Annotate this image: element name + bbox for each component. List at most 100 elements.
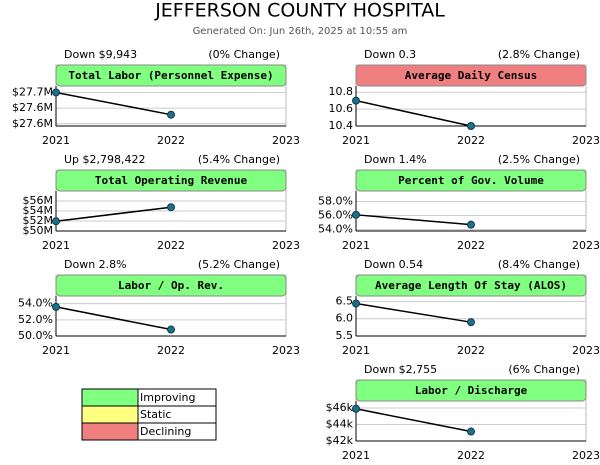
x-tick-label: 2023 [572,239,600,252]
summary: Down $2,755 [364,363,437,376]
point [352,210,360,219]
summary: Down 1.4% [364,153,427,166]
x-tick-label: 2021 [42,239,70,252]
point [167,203,175,212]
change: (0% Change) [208,48,280,61]
point [352,404,360,413]
summary: Down $9,943 [64,48,137,61]
change: (5.2% Change) [198,258,280,271]
legend-swatch [81,388,139,407]
y-tick-label: 10.8 [329,85,354,98]
line [355,408,472,433]
legend-label: Improving [140,391,195,404]
x-tick-label: 2022 [157,134,185,147]
legend-swatch [81,422,139,441]
x-tick-label: 2021 [42,134,70,147]
point [352,96,360,105]
summary: Down 2.8% [64,258,127,271]
y-tick-label: $54M [23,204,54,217]
change: (6% Change) [508,363,580,376]
chart-title: Percent of Gov. Volume [398,174,544,187]
y-tick-label: 58.0% [318,194,353,207]
y-tick-label: $27.6M [12,117,53,130]
line [55,206,172,222]
y-tick-label: $56M [23,194,54,207]
y-tick-label: $44k [326,417,354,430]
y-tick-label: 6.0 [336,312,354,325]
point [467,318,475,327]
y-tick-label: $52M [23,214,54,227]
summary: Down 0.54 [364,258,423,271]
summary: Up $2,798,422 [64,153,146,166]
y-tick-label: 5.5 [336,329,354,342]
line [55,91,172,116]
legend-label: Declining [140,425,191,438]
line [355,214,472,226]
chart-title-box [355,169,587,192]
x-tick-label: 2022 [157,344,185,357]
page-title: JEFFERSON COUNTY HOSPITAL [154,0,445,22]
chart-title: Total Operating Revenue [95,174,248,187]
chart-title-box [355,379,587,402]
point [467,427,475,436]
x-tick-label: 2022 [457,134,485,147]
line [355,302,472,323]
point [167,110,175,119]
legend-cell [137,422,217,441]
x-tick-label: 2023 [572,449,600,462]
y-tick-label: $50M [23,224,54,237]
chart-title: Average Daily Census [405,69,537,82]
x-tick-label: 2021 [342,449,370,462]
x-tick-label: 2023 [572,134,600,147]
x-tick-label: 2021 [342,134,370,147]
x-tick-label: 2022 [457,449,485,462]
change: (2.5% Change) [498,153,580,166]
chart-title: Labor / Op. Rev. [118,279,224,292]
legend-label: Static [140,408,171,421]
point [52,302,60,311]
x-tick-label: 2021 [342,344,370,357]
x-tick-label: 2022 [457,344,485,357]
chart-title-box [55,274,287,297]
y-tick-label: 50.0% [18,329,53,342]
line [55,306,172,331]
x-tick-label: 2021 [342,239,370,252]
y-tick-label: 56.0% [318,209,353,222]
chart-title: Total Labor (Personnel Expense) [68,69,273,82]
x-tick-label: 2023 [572,344,600,357]
x-tick-label: 2022 [457,239,485,252]
chart-title-box [355,274,587,297]
change: (2.8% Change) [498,48,580,61]
chart-title-box [55,64,287,87]
x-tick-label: 2022 [157,239,185,252]
x-tick-label: 2023 [272,239,300,252]
y-tick-label: 52.0% [18,313,53,326]
summary: Down 0.3 [364,48,416,61]
chart-title-box [55,169,287,192]
point [467,220,475,229]
chart-title: Average Length Of Stay (ALOS) [375,279,567,292]
x-tick-label: 2021 [42,344,70,357]
change: (8.4% Change) [498,258,580,271]
y-tick-label: 54.0% [318,223,353,236]
y-tick-label: $27.7M [12,85,53,98]
point [52,217,60,226]
point [352,299,360,308]
y-tick-label: 10.6 [329,102,354,115]
y-tick-label: $27.6M [12,101,53,114]
y-tick-label: 54.0% [18,297,53,310]
y-tick-label: $42k [326,434,354,447]
point [52,88,60,97]
change: (5.4% Change) [198,153,280,166]
y-tick-label: 10.4 [329,119,354,132]
page-subtitle: Generated On: Jun 26th, 2025 at 10:55 am [193,26,408,37]
x-tick-label: 2023 [272,344,300,357]
legend-swatch [81,405,139,424]
chart-title: Labor / Discharge [415,384,528,397]
chart-title-box [355,64,587,87]
y-tick-label: 6.5 [336,294,354,307]
point [167,325,175,334]
y-tick-label: $46k [326,401,354,414]
point [467,122,475,130]
